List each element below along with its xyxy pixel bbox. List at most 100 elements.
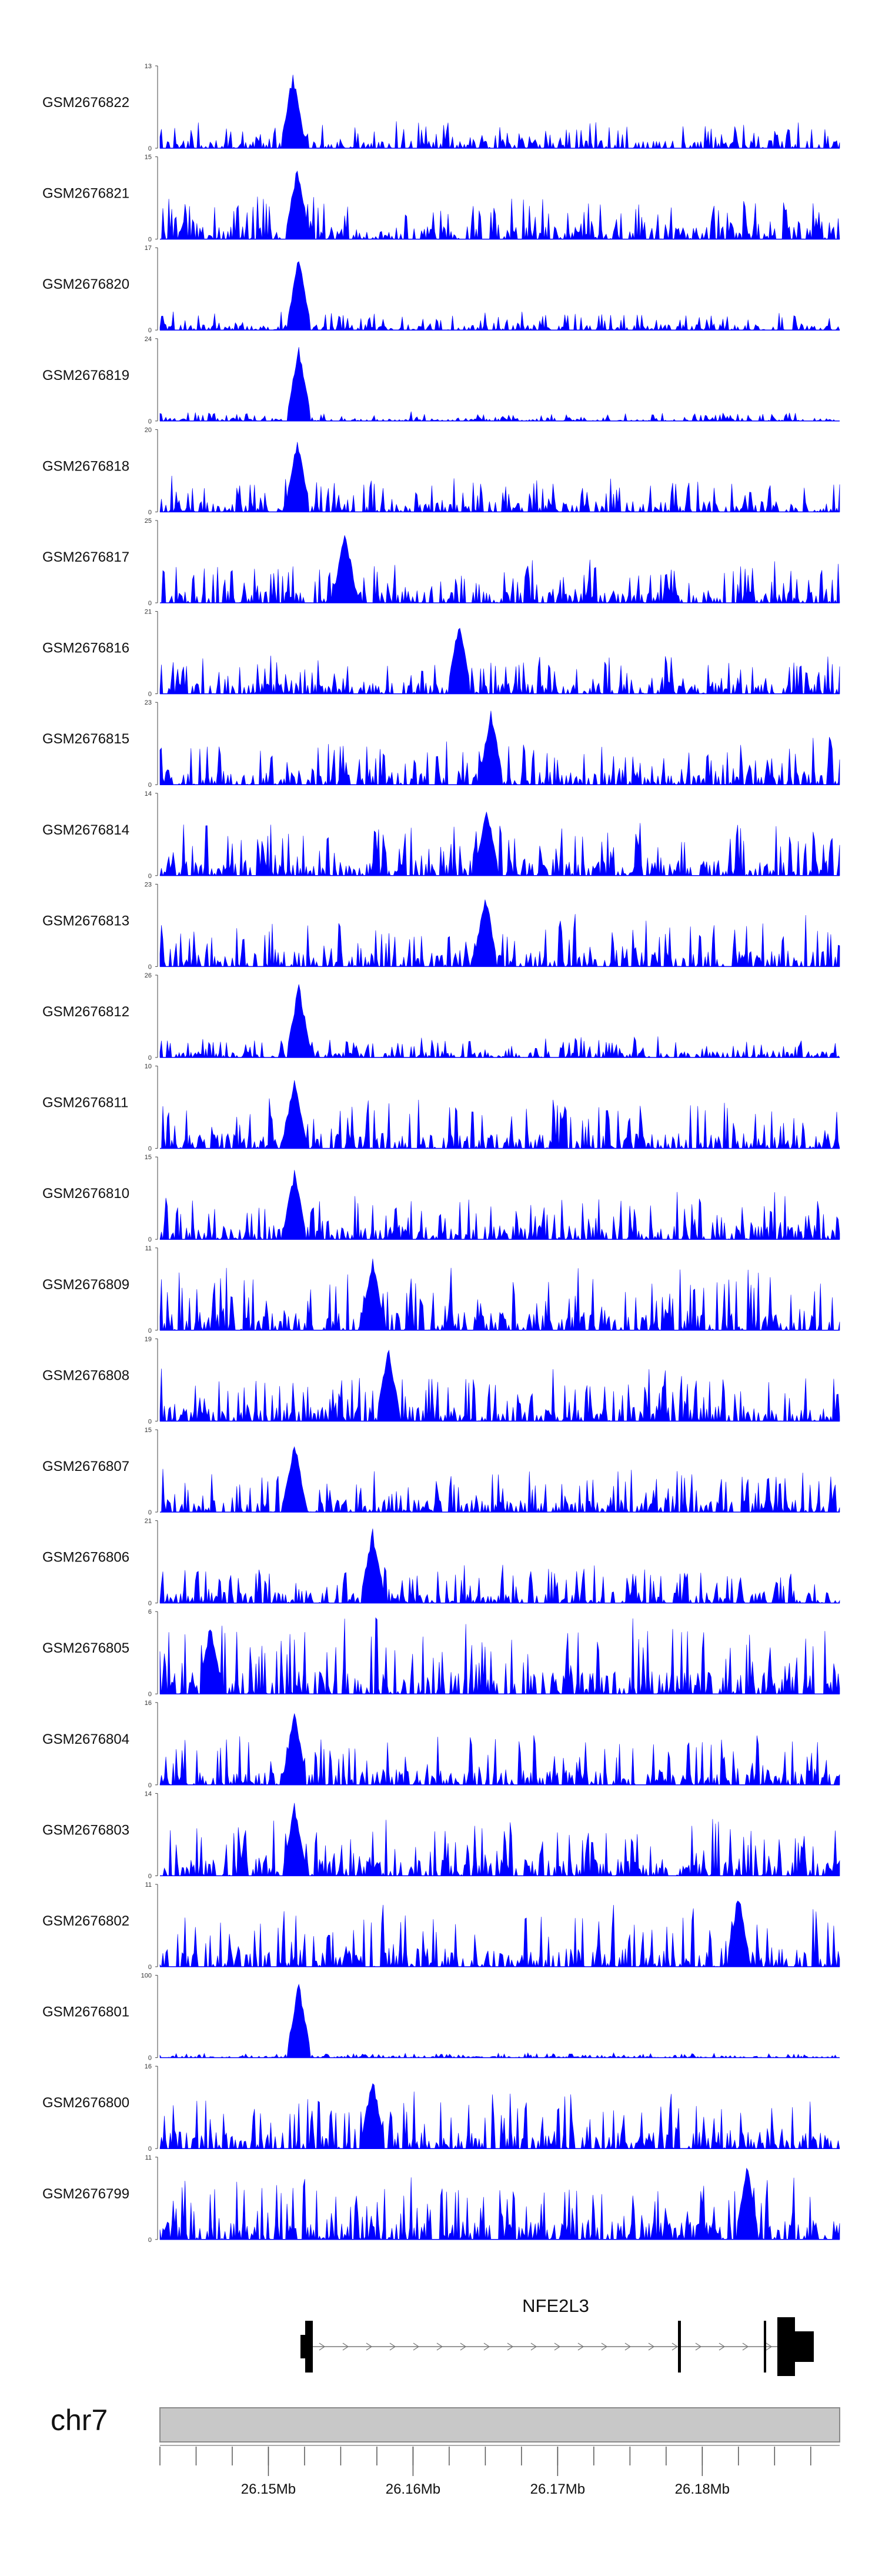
y-axis-max-label: 13 [145, 63, 152, 70]
coverage-signal [159, 899, 840, 967]
genomic-axis: 26.15Mb 26.16Mb 26.17Mb 26.18Mb [159, 2445, 840, 2497]
coverage-signal [159, 812, 840, 876]
track-gsm2676809: GSM2676809 11 0 [42, 1245, 840, 1334]
y-axis-max-label: 15 [145, 1427, 152, 1434]
strand-arrow [601, 2343, 608, 2351]
y-axis-min-label: 0 [148, 145, 152, 152]
y-axis-max-label: 16 [145, 1700, 152, 1707]
strand-arrow [554, 2343, 561, 2351]
y-axis-min-label: 0 [148, 236, 152, 243]
coverage-signal [159, 984, 840, 1059]
track-label: GSM2676805 [42, 1640, 129, 1656]
y-axis-min-label: 0 [148, 782, 152, 789]
y-axis-max-label: 15 [145, 1154, 152, 1161]
strand-arrow [530, 2343, 537, 2351]
y-axis-min-label: 0 [148, 1055, 152, 1062]
track-gsm2676803: GSM2676803 14 0 [42, 1790, 840, 1880]
track-label: GSM2676815 [42, 731, 129, 747]
strand-arrow [389, 2343, 396, 2351]
gene-exon [777, 2317, 795, 2376]
track-gsm2676807: GSM2676807 15 0 [42, 1427, 840, 1516]
track-gsm2676812: GSM2676812 26 0 [42, 972, 840, 1062]
axis-tick-label: 26.15Mb [241, 2481, 296, 2497]
track-label: GSM2676811 [42, 1095, 128, 1111]
coverage-signal [159, 1900, 840, 1968]
y-axis-min-label: 0 [148, 691, 152, 698]
strand-arrow [319, 2343, 326, 2351]
y-axis-min-label: 0 [148, 2055, 152, 2062]
coverage-signal [160, 1803, 840, 1877]
coverage-signal [159, 628, 840, 695]
coverage-signal [159, 1617, 840, 1695]
strand-arrow [507, 2343, 514, 2351]
coverage-signal [159, 442, 840, 513]
track-label: GSM2676816 [42, 640, 129, 656]
track-gsm2676810: GSM2676810 15 0 [42, 1154, 840, 1243]
coverage-signal [159, 1349, 840, 1422]
coverage-signal [159, 347, 840, 422]
y-axis-max-label: 10 [145, 1063, 152, 1070]
track-gsm2676799: GSM2676799 11 0 [42, 2154, 840, 2244]
gene-exon-utr [300, 2335, 306, 2358]
y-axis-max-label: 21 [145, 1518, 152, 1525]
y-axis-min-label: 0 [148, 1418, 152, 1425]
y-axis-max-label: 21 [145, 609, 152, 616]
y-axis-min-label: 0 [148, 418, 152, 425]
y-axis-min-label: 0 [148, 2145, 152, 2153]
y-axis-min-label: 0 [148, 1782, 152, 1789]
track-label: GSM2676809 [42, 1277, 129, 1293]
gene-exon [678, 2321, 681, 2373]
track-label: GSM2676813 [42, 913, 129, 929]
track-gsm2676815: GSM2676815 23 0 [42, 699, 840, 789]
track-label: GSM2676814 [42, 822, 129, 838]
strand-arrow [624, 2343, 632, 2351]
y-axis-min-label: 0 [148, 963, 152, 970]
track-label: GSM2676821 [42, 186, 129, 202]
track-label: GSM2676807 [42, 1459, 129, 1474]
track-gsm2676822: GSM2676822 13 0 [42, 63, 840, 152]
y-axis-max-label: 11 [145, 2154, 152, 2161]
strand-arrow [342, 2343, 349, 2351]
coverage-signal [159, 1529, 840, 1604]
track-gsm2676820: GSM2676820 17 0 [42, 245, 840, 334]
y-axis-max-label: 11 [145, 1245, 152, 1252]
y-axis-min-label: 0 [148, 509, 152, 516]
strand-arrow [648, 2343, 655, 2351]
y-axis-max-label: 23 [145, 699, 152, 706]
track-label: GSM2676806 [42, 1550, 129, 1566]
y-axis-max-label: 14 [145, 790, 152, 798]
y-axis-max-label: 11 [145, 1881, 152, 1888]
track-label: GSM2676818 [42, 458, 129, 474]
track-gsm2676808: GSM2676808 19 0 [42, 1336, 840, 1425]
y-axis-min-label: 0 [148, 327, 152, 334]
gene-exon [764, 2321, 766, 2373]
track-label: GSM2676822 [42, 95, 129, 111]
y-axis-min-label: 0 [148, 1327, 152, 1334]
chromosome-ideogram [159, 2407, 840, 2442]
y-axis-min-label: 0 [148, 1146, 152, 1153]
coverage-signal [159, 75, 840, 149]
track-gsm2676806: GSM2676806 21 0 [42, 1518, 840, 1607]
track-label: GSM2676820 [42, 276, 129, 292]
strand-arrow [671, 2343, 679, 2351]
coverage-signal [160, 171, 840, 240]
gene-track: NFE2L3 [300, 2295, 814, 2376]
strand-arrow [436, 2343, 443, 2351]
axis-tick-label: 26.18Mb [675, 2481, 730, 2497]
track-gsm2676800: GSM2676800 16 0 [42, 2063, 840, 2153]
track-label: GSM2676800 [42, 2095, 129, 2111]
y-axis-min-label: 0 [148, 1873, 152, 1880]
y-axis-max-label: 6 [148, 1609, 152, 1616]
strand-arrow [483, 2343, 490, 2351]
coverage-signal [160, 1080, 840, 1149]
y-axis-min-label: 0 [148, 873, 152, 880]
track-label: GSM2676804 [42, 1731, 129, 1747]
coverage-signal [159, 2167, 840, 2240]
track-label: GSM2676802 [42, 1913, 129, 1929]
y-axis-min-label: 0 [148, 1691, 152, 1698]
y-axis-max-label: 20 [145, 426, 152, 433]
coverage-signal [159, 710, 840, 786]
y-axis-min-label: 0 [148, 1236, 152, 1243]
track-gsm2676811: GSM2676811 10 0 [42, 1063, 840, 1153]
